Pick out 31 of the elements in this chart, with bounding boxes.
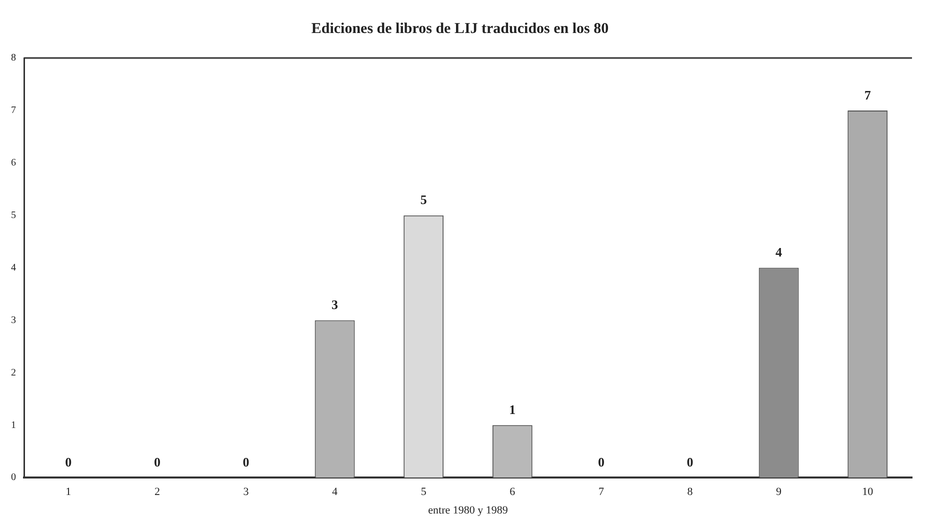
y-tick-label: 8 (11, 52, 16, 64)
data-label: 0 (242, 454, 250, 470)
data-label: 5 (420, 192, 428, 208)
x-tick-label: 9 (776, 486, 782, 498)
y-tick-label: 0 (11, 472, 16, 484)
y-tick-label: 7 (11, 105, 16, 116)
data-label: 0 (154, 454, 160, 470)
data-label: 0 (65, 454, 72, 470)
y-tick-label: 3 (11, 314, 16, 326)
y-tick-label: 5 (11, 210, 16, 221)
y-tick-label: 4 (11, 262, 16, 274)
data-label: 0 (686, 454, 694, 470)
y-tick-label: 6 (11, 158, 16, 169)
data-label: 1 (509, 402, 516, 418)
x-tick-label: 10 (862, 486, 874, 498)
x-tick-label: 5 (420, 486, 427, 498)
y-tick-label: 2 (11, 367, 16, 378)
y-tick-label: 1 (11, 420, 16, 431)
x-tick-label: 2 (154, 486, 160, 498)
x-tick-label: 8 (687, 486, 694, 498)
x-tick-label: 1 (66, 486, 72, 498)
data-label: 7 (864, 87, 872, 102)
x-tick-label: 6 (510, 486, 516, 498)
x-tick-label: 3 (243, 486, 250, 498)
data-label: 3 (332, 297, 339, 312)
data-label: 0 (598, 454, 604, 470)
x-tick-label: 7 (598, 486, 604, 498)
data-label: 4 (776, 244, 783, 260)
x-axis-title: entre 1980 y 1989 (428, 504, 508, 516)
x-tick-label: 4 (332, 486, 338, 498)
chart-title: Ediciones de libros de LIJ traducidos en los 80 (311, 20, 609, 37)
